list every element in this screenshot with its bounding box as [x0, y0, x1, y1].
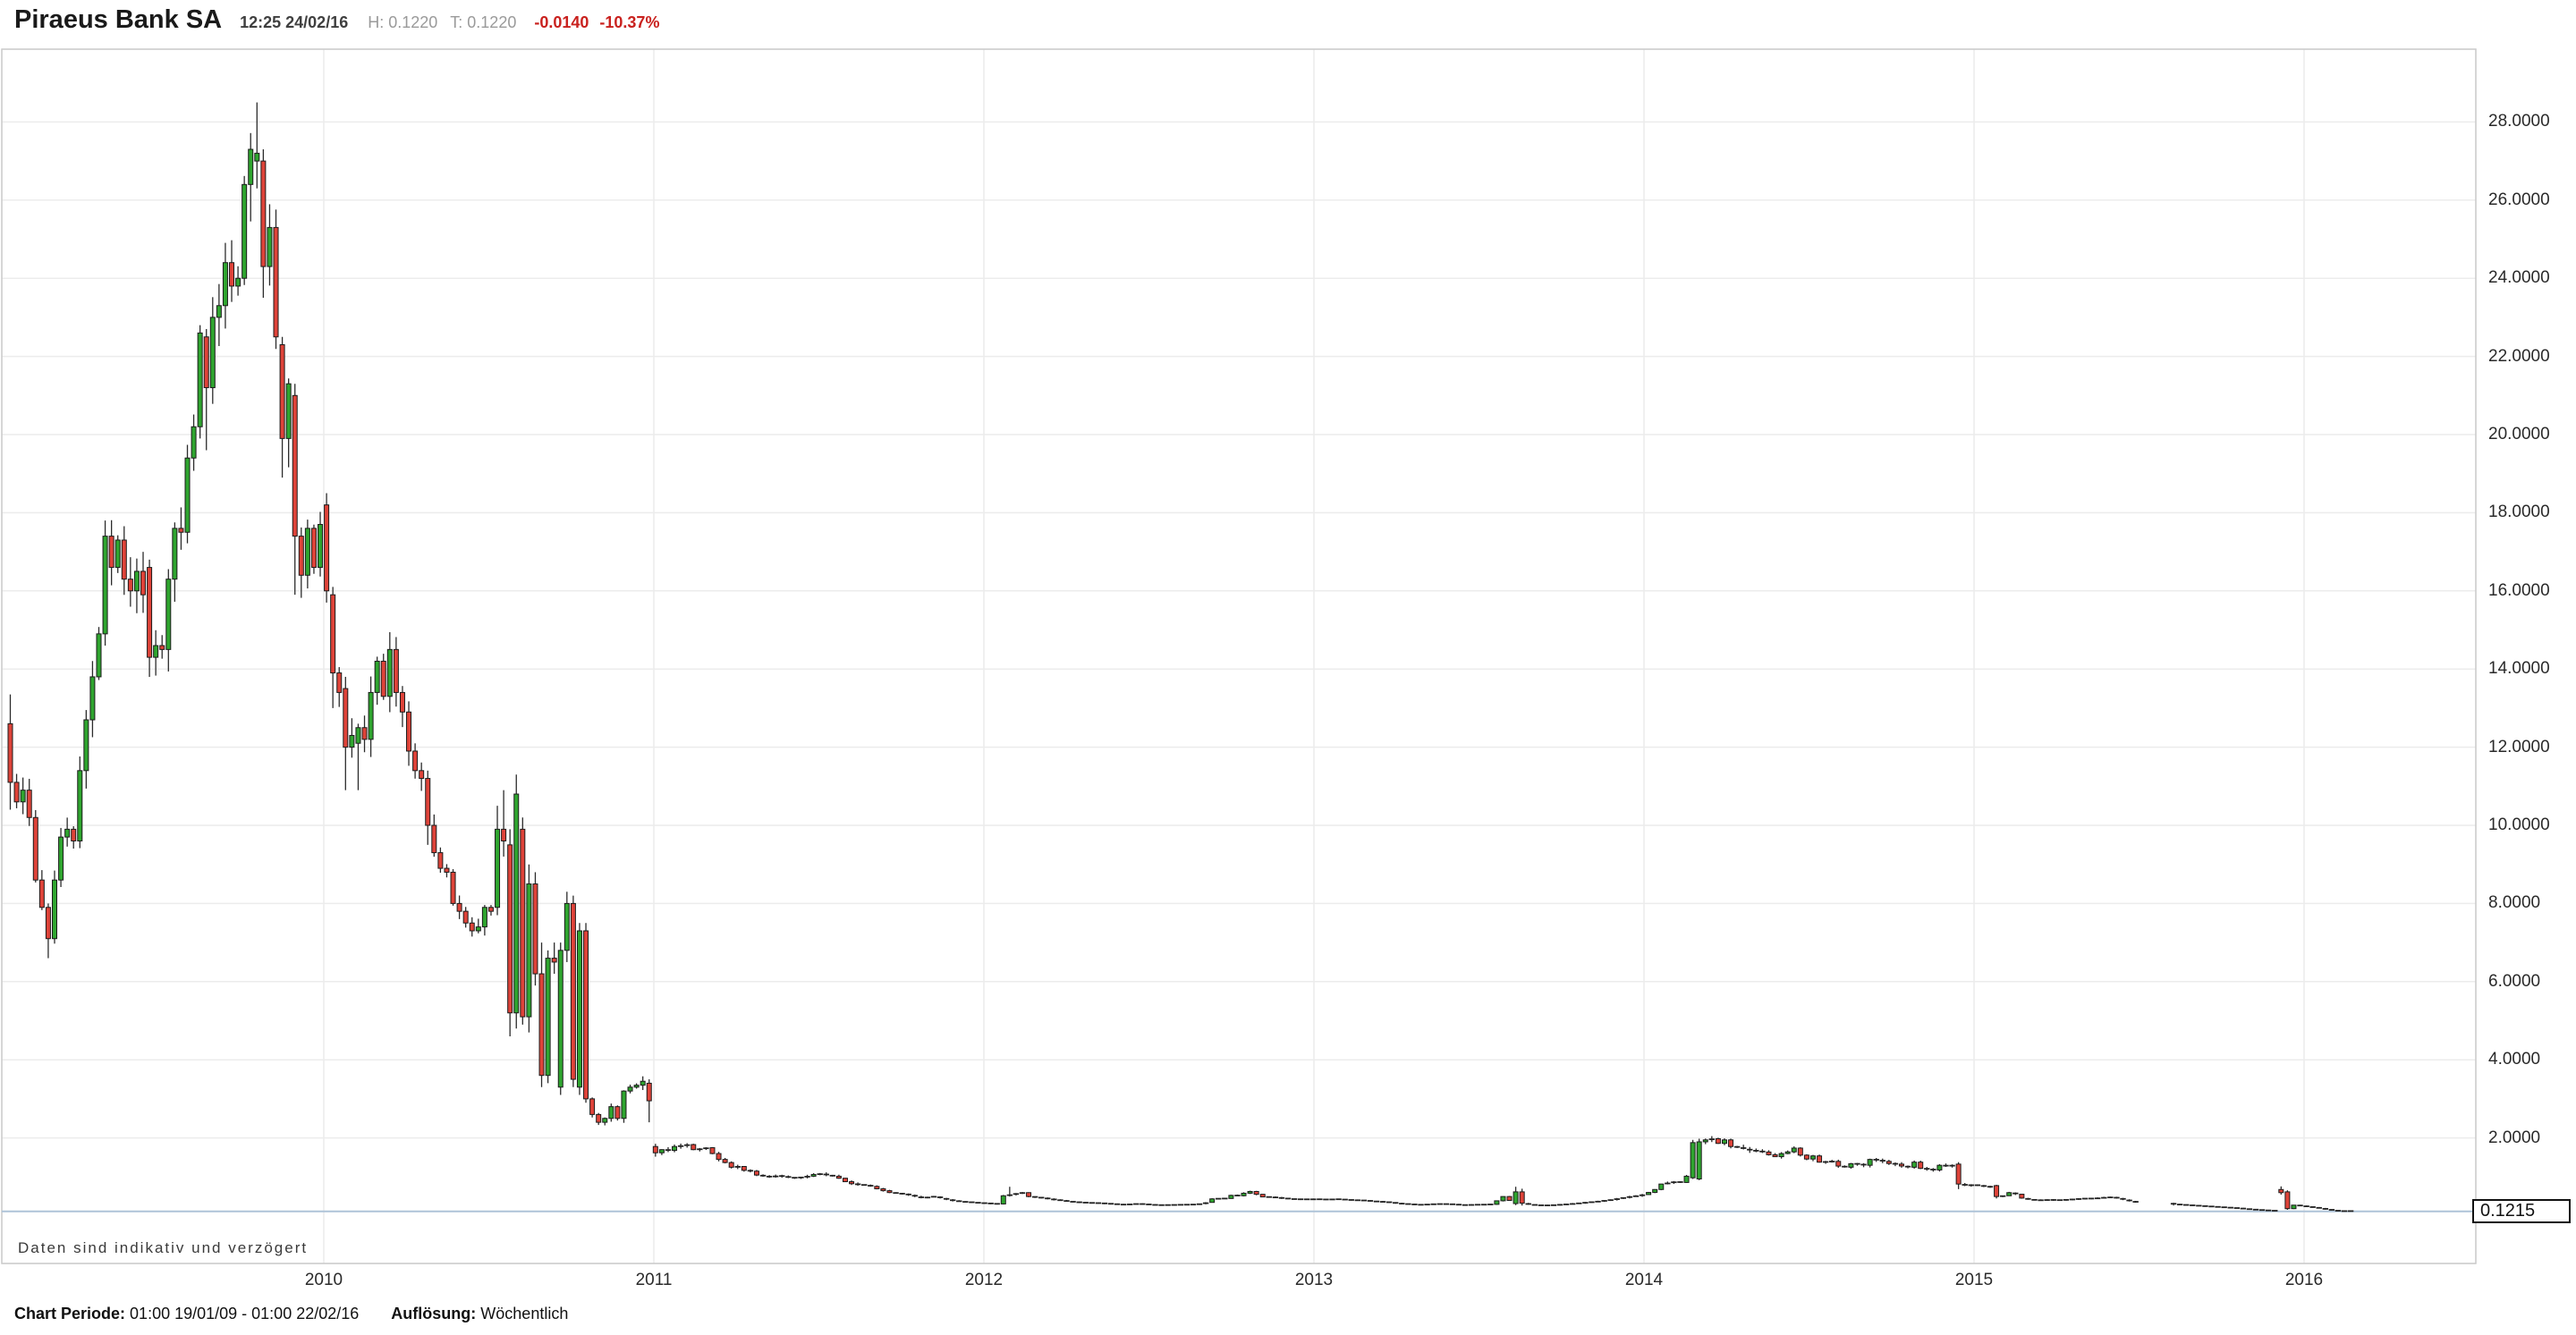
quote-last-trade: T: 0.1220 — [450, 13, 517, 31]
y-axis-tick-label: 28.0000 — [2488, 112, 2550, 131]
x-axis-year-label: 2015 — [1954, 1271, 1994, 1289]
last-price-box: 0.1215 — [2472, 1199, 2571, 1223]
y-axis-tick-label: 2.0000 — [2488, 1128, 2541, 1147]
quote-high: H: 0.1220 — [368, 13, 438, 31]
y-axis-tick-label: 10.0000 — [2488, 815, 2550, 834]
chart-header: Piraeus Bank SA 12:25 24/02/16 H: 0.1220… — [14, 5, 659, 35]
y-axis-tick-label: 20.0000 — [2488, 425, 2550, 444]
x-axis-year-label: 2012 — [964, 1271, 1004, 1289]
y-axis-tick-label: 12.0000 — [2488, 737, 2550, 756]
x-axis-year-label: 2016 — [2284, 1271, 2324, 1289]
y-axis-tick-label: 16.0000 — [2488, 580, 2550, 600]
y-axis-tick-label: 26.0000 — [2488, 190, 2550, 209]
resolution-label: Auflösung: — [391, 1305, 477, 1322]
data-disclaimer: Daten sind indikativ und verzögert — [18, 1239, 309, 1256]
x-axis-year-label: 2013 — [1294, 1271, 1334, 1289]
period-label: Chart Periode: — [14, 1305, 126, 1322]
y-axis-tick-label: 24.0000 — [2488, 268, 2550, 288]
y-axis-tick-label: 6.0000 — [2488, 971, 2541, 991]
x-axis-year-label: 2010 — [304, 1271, 343, 1289]
resolution-value: Wöchentlich — [480, 1305, 569, 1322]
quote-timestamp: 12:25 24/02/16 — [240, 13, 349, 31]
quote-change-absolute: -0.0140 — [534, 13, 589, 31]
last-price-value: 0.1215 — [2480, 1201, 2536, 1221]
y-axis-tick-label: 8.0000 — [2488, 893, 2541, 913]
y-axis-tick-label: 22.0000 — [2488, 346, 2550, 366]
y-axis-tick-label: 18.0000 — [2488, 503, 2550, 522]
instrument-title: Piraeus Bank SA — [14, 5, 223, 34]
period-value: 01:00 19/01/09 - 01:00 22/02/16 — [130, 1305, 360, 1322]
quote-change-percent: -10.37% — [599, 13, 660, 31]
y-axis-tick-label: 4.0000 — [2488, 1050, 2541, 1069]
x-axis-year-label: 2011 — [635, 1271, 673, 1289]
chart-footer: Chart Periode: 01:00 19/01/09 - 01:00 22… — [14, 1305, 568, 1323]
y-axis-tick-label: 14.0000 — [2488, 659, 2550, 679]
x-axis-year-label: 2014 — [1624, 1271, 1664, 1289]
